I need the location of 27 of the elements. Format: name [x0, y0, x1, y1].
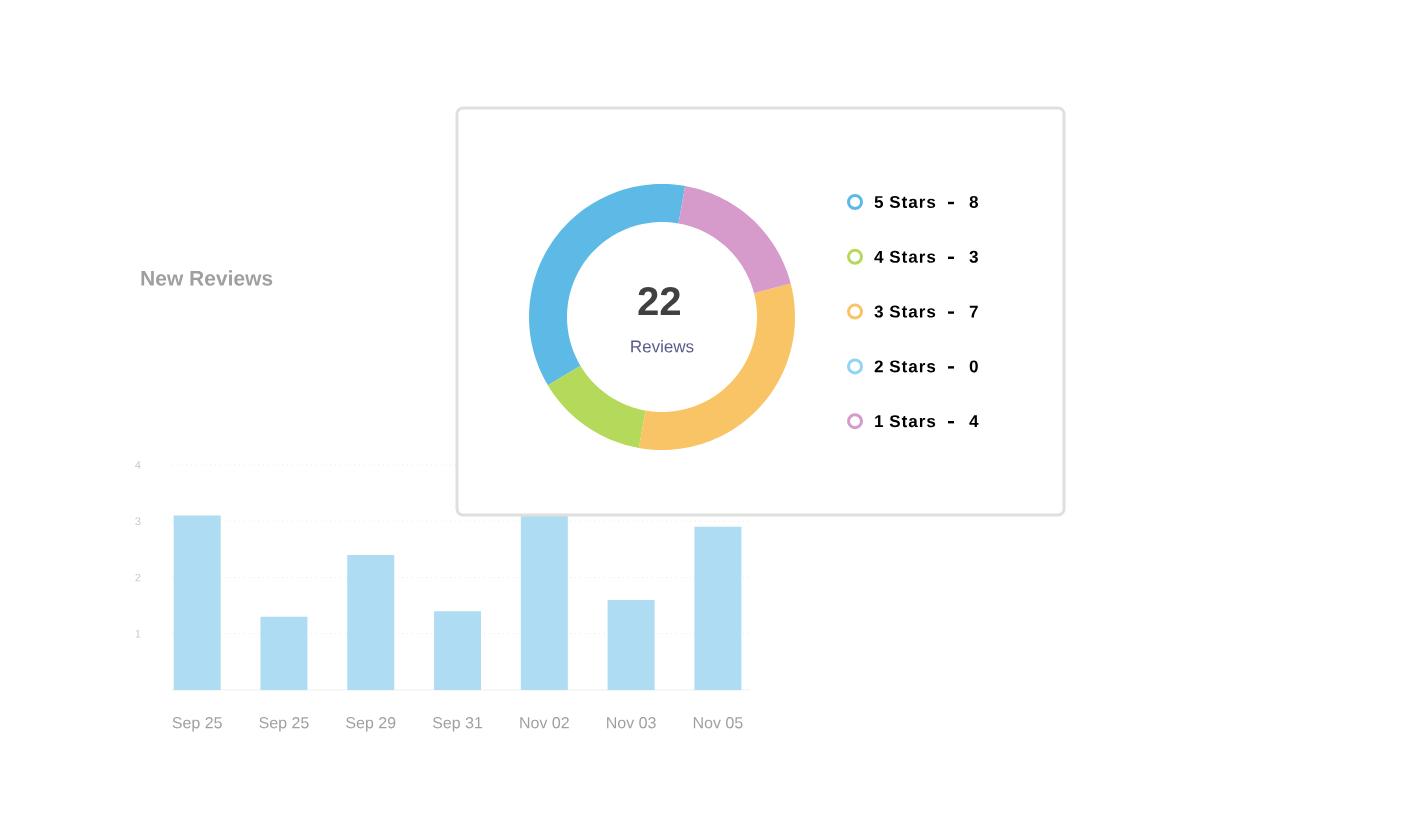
data-label: 7	[969, 305, 978, 318]
bar	[260, 616, 308, 690]
bar	[607, 599, 655, 690]
bar	[694, 526, 742, 690]
x-tick-label: Nov 02	[520, 717, 569, 729]
bar	[520, 515, 568, 690]
bar	[347, 554, 395, 690]
data-label: 4	[969, 415, 979, 428]
legend-label: 3 Stars	[874, 305, 936, 318]
legend-label: 4 Stars	[874, 250, 936, 263]
text: 0	[969, 360, 978, 373]
chart-title: New Reviews	[141, 270, 273, 286]
legend-label: 2 Stars	[874, 360, 936, 373]
data-label: 3	[969, 250, 978, 263]
x-tick-label: Sep 25	[259, 717, 309, 732]
data-label: 8	[969, 195, 979, 208]
x-tick-label: Sep 29	[346, 717, 396, 732]
bar	[434, 611, 482, 690]
x-tick-label: Nov 05	[693, 717, 743, 729]
text: Reviews	[631, 339, 694, 353]
legend-label: 1 Stars	[875, 415, 936, 428]
x-tick-label: Nov 03	[607, 717, 656, 729]
x-tick-label: Sep 31	[432, 717, 483, 732]
bar	[173, 515, 221, 690]
x-tick-label: Sep 25	[172, 717, 222, 732]
legend-label: 5 Stars	[874, 195, 936, 208]
text: 22	[638, 287, 680, 315]
